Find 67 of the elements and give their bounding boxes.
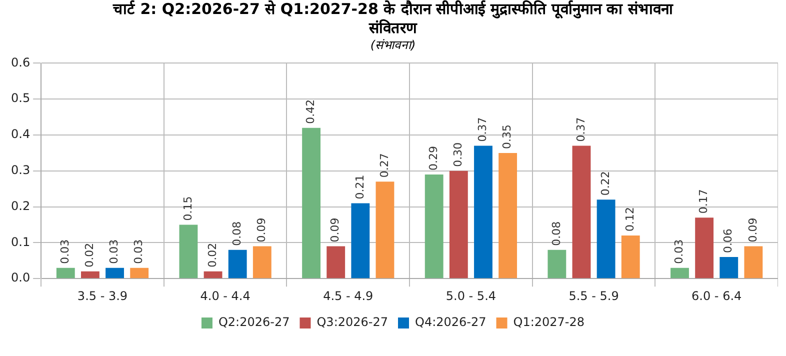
data-label: 0.35 [500,124,514,149]
bar [376,182,394,278]
y-tick-label: 0.2 [10,198,30,213]
bar [424,174,444,278]
data-label: 0.29 [426,146,440,170]
bar [670,268,689,278]
legend-label: Q2:2026-27 [218,315,290,330]
bar [130,268,149,278]
data-label: 0.08 [550,221,563,246]
y-tick-label: 0.1 [10,234,30,249]
bar [81,271,100,278]
data-label: 0.03 [672,239,686,264]
bar [548,250,566,278]
x-tick-label: 5.5 - 5.9 [568,288,619,303]
data-label: 0.37 [574,117,588,142]
x-tick-label: 3.5 - 3.9 [77,288,128,303]
chart-title: चार्ट 2: Q2:2026-27 से Q1:2027-28 के दौरान सीपीआई मुद्रास्फीति पूर्वानुमान का संभावना संवितरण [112,0,674,38]
data-label: 0.08 [230,221,244,246]
data-label: 0.37 [476,117,490,142]
bar [302,128,320,278]
x-tick-label: 4.0 - 4.4 [200,288,250,303]
data-label: 0.03 [58,239,72,264]
legend-label: Q4:2026-27 [415,315,486,330]
y-tick-label: 0.3 [10,163,30,178]
bar [744,246,763,278]
legend-label: Q1:2027-28 [513,315,585,330]
data-label: 0.42 [304,99,318,124]
bar [474,146,492,278]
data-label: 0.27 [378,153,391,178]
data-label: 0.03 [108,239,121,264]
bar [695,218,714,278]
bar [228,250,247,278]
y-tick-label: 0.5 [10,91,30,106]
x-tick-label: 4.5 - 4.9 [323,288,374,303]
data-label: 0.17 [697,189,710,214]
bar [252,246,272,278]
data-label: 0.21 [353,174,366,200]
data-label: 0.02 [83,242,96,268]
data-label: 0.03 [132,239,146,264]
bar [596,200,616,278]
data-label: 0.15 [181,196,194,221]
bar [56,268,75,278]
data-label: 0.22 [598,171,612,196]
bar [326,246,346,278]
bar [498,152,518,278]
bar [179,224,198,278]
bar [621,236,640,278]
x-tick-label: 5.0 - 5.4 [446,288,496,303]
y-tick-label: 0.4 [10,127,30,142]
bar [351,203,370,278]
legend-label: Q3:2026-27 [316,315,388,330]
bar [204,271,222,278]
data-label: 0.02 [206,242,219,268]
data-label: 0.30 [452,142,465,167]
y-tick-label: 0.0 [10,270,30,285]
bar [720,257,738,278]
data-label: 0.09 [328,218,342,242]
chart-subtitle: (संभावना) [369,38,417,53]
data-label: 0.06 [722,228,735,254]
data-label: 0.09 [746,218,760,242]
bar [449,170,468,278]
data-label: 0.09 [255,218,268,242]
bar [572,146,591,278]
x-tick-label: 6.0 - 6.4 [692,288,742,303]
y-tick-label: 0.6 [10,55,30,70]
data-label: 0.12 [623,207,636,232]
bar [106,268,124,278]
